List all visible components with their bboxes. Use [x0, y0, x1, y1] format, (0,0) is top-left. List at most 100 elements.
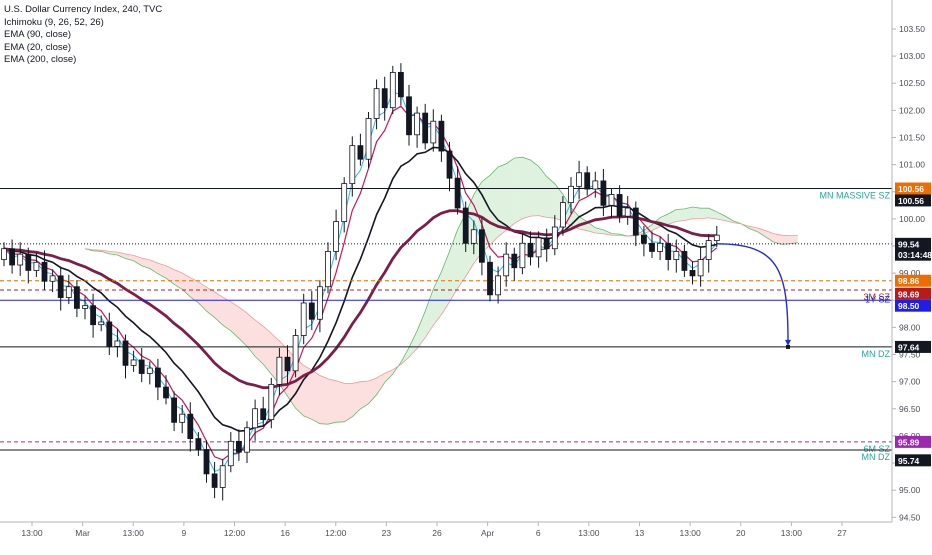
legend-ichimoku: Ichimoku (9, 26, 52, 26) — [4, 16, 104, 28]
candle-body — [487, 261, 493, 296]
cloud-segment — [311, 370, 320, 424]
candle-body — [616, 194, 623, 217]
candle-body — [292, 335, 299, 372]
cloud-segment — [344, 383, 353, 422]
candle-body — [163, 386, 169, 399]
candle-body — [632, 207, 639, 236]
candle-body — [33, 261, 40, 271]
cloud-segment — [336, 380, 345, 423]
candle-body — [57, 275, 64, 298]
cloud-segment — [360, 381, 369, 409]
price-tick-label: 97.00 — [899, 377, 921, 387]
candle-body — [219, 465, 226, 488]
price-tick-label: 103.50 — [899, 24, 925, 34]
candle-body — [462, 207, 469, 244]
candle-body — [430, 120, 437, 144]
price-badge — [895, 237, 931, 250]
price-badge-label: 99.54 — [898, 239, 920, 249]
legend-ema-90: EMA (90, close) — [4, 29, 72, 40]
candle-body — [308, 302, 315, 320]
cloud-segment — [206, 287, 215, 318]
price-badge-label: 03:14:48 — [898, 250, 932, 260]
candle-body — [252, 408, 259, 429]
time-tick-label: 13 — [635, 528, 645, 538]
projection-arrow — [716, 243, 791, 349]
cloud-segment — [546, 176, 555, 219]
ema-90-line — [3, 146, 717, 432]
cloud-segment — [247, 313, 256, 357]
price-tick-label: 101.50 — [899, 133, 925, 143]
candle-body — [665, 242, 672, 260]
candle-body — [154, 367, 161, 388]
price-badge-label: 100.56 — [898, 184, 924, 194]
cloud-segment — [255, 320, 264, 365]
price-badge — [895, 274, 931, 287]
candle-body — [697, 259, 704, 277]
candle-body — [300, 302, 307, 336]
time-tick-label: 9 — [182, 528, 187, 538]
candle-body — [373, 88, 380, 119]
legend-ema-20: EMA (20, close) — [4, 41, 72, 53]
cloud-segment — [166, 265, 175, 285]
cloud-segment — [141, 258, 150, 269]
candle-body — [568, 185, 574, 204]
cloud-segment — [222, 297, 231, 331]
candle-body — [341, 183, 348, 222]
time-tick-label: Apr — [481, 528, 494, 538]
projection-curve — [716, 243, 789, 341]
price-badge — [895, 248, 931, 261]
cloud-segment — [174, 269, 183, 290]
time-tick-label: 12:00 — [224, 528, 246, 538]
price-badge — [895, 287, 931, 300]
price-badge-label: 95.74 — [898, 456, 920, 466]
candle-body — [381, 88, 388, 109]
cloud-segment — [263, 326, 272, 375]
candle-body — [397, 71, 404, 98]
candle-body — [9, 248, 16, 266]
cloud-segment — [376, 373, 385, 395]
cloud-segment — [498, 163, 507, 237]
candle-body — [1, 248, 7, 260]
chart-legend: U.S. Dollar Currency Index, 240, TVC Ich… — [4, 4, 162, 67]
candle-body — [657, 242, 663, 252]
candle-body — [17, 253, 24, 266]
time-axis[interactable]: 13:00 Mar 13:00 9 12:00 16 12:00 23 26 Apr 6 13:00 1… — [21, 522, 847, 538]
time-tick-label: 26 — [432, 528, 442, 538]
cloud-segment — [328, 378, 337, 425]
candle-body — [576, 172, 582, 187]
cloud-segment — [198, 281, 207, 312]
candle-body — [82, 305, 88, 309]
cloud-segment — [700, 208, 709, 219]
price-badge-label: 100.56 — [898, 196, 924, 206]
candle-body — [179, 413, 186, 423]
time-tick-label: 16 — [280, 528, 290, 538]
candle-body — [227, 440, 234, 467]
time-tick-label: 27 — [837, 528, 847, 538]
legend-ema-200: EMA (200, close) — [4, 54, 77, 65]
candle-body — [535, 237, 542, 258]
candle-body — [414, 112, 421, 136]
price-badge — [895, 340, 931, 353]
candle-body — [187, 413, 194, 440]
cloud-segment — [425, 289, 434, 338]
candle-body — [592, 180, 599, 190]
candle-body — [673, 251, 680, 260]
cloud-segment — [490, 167, 499, 246]
time-tick-label: 13:00 — [679, 528, 701, 538]
candle-body — [511, 253, 518, 269]
cloud-segment — [384, 369, 393, 383]
ichimoku-span-a — [84, 156, 798, 425]
price-tick-label: 95.00 — [899, 485, 921, 495]
price-tick-label: 96.50 — [899, 404, 921, 414]
candle-body — [406, 96, 412, 136]
candle-body — [276, 356, 283, 385]
candle-body — [551, 226, 558, 250]
candle-body — [114, 340, 121, 347]
candle-body — [454, 177, 461, 209]
time-tick-label: Mar — [75, 528, 90, 538]
level-label: 1Y SZ — [865, 294, 890, 304]
candle-body — [422, 112, 429, 144]
